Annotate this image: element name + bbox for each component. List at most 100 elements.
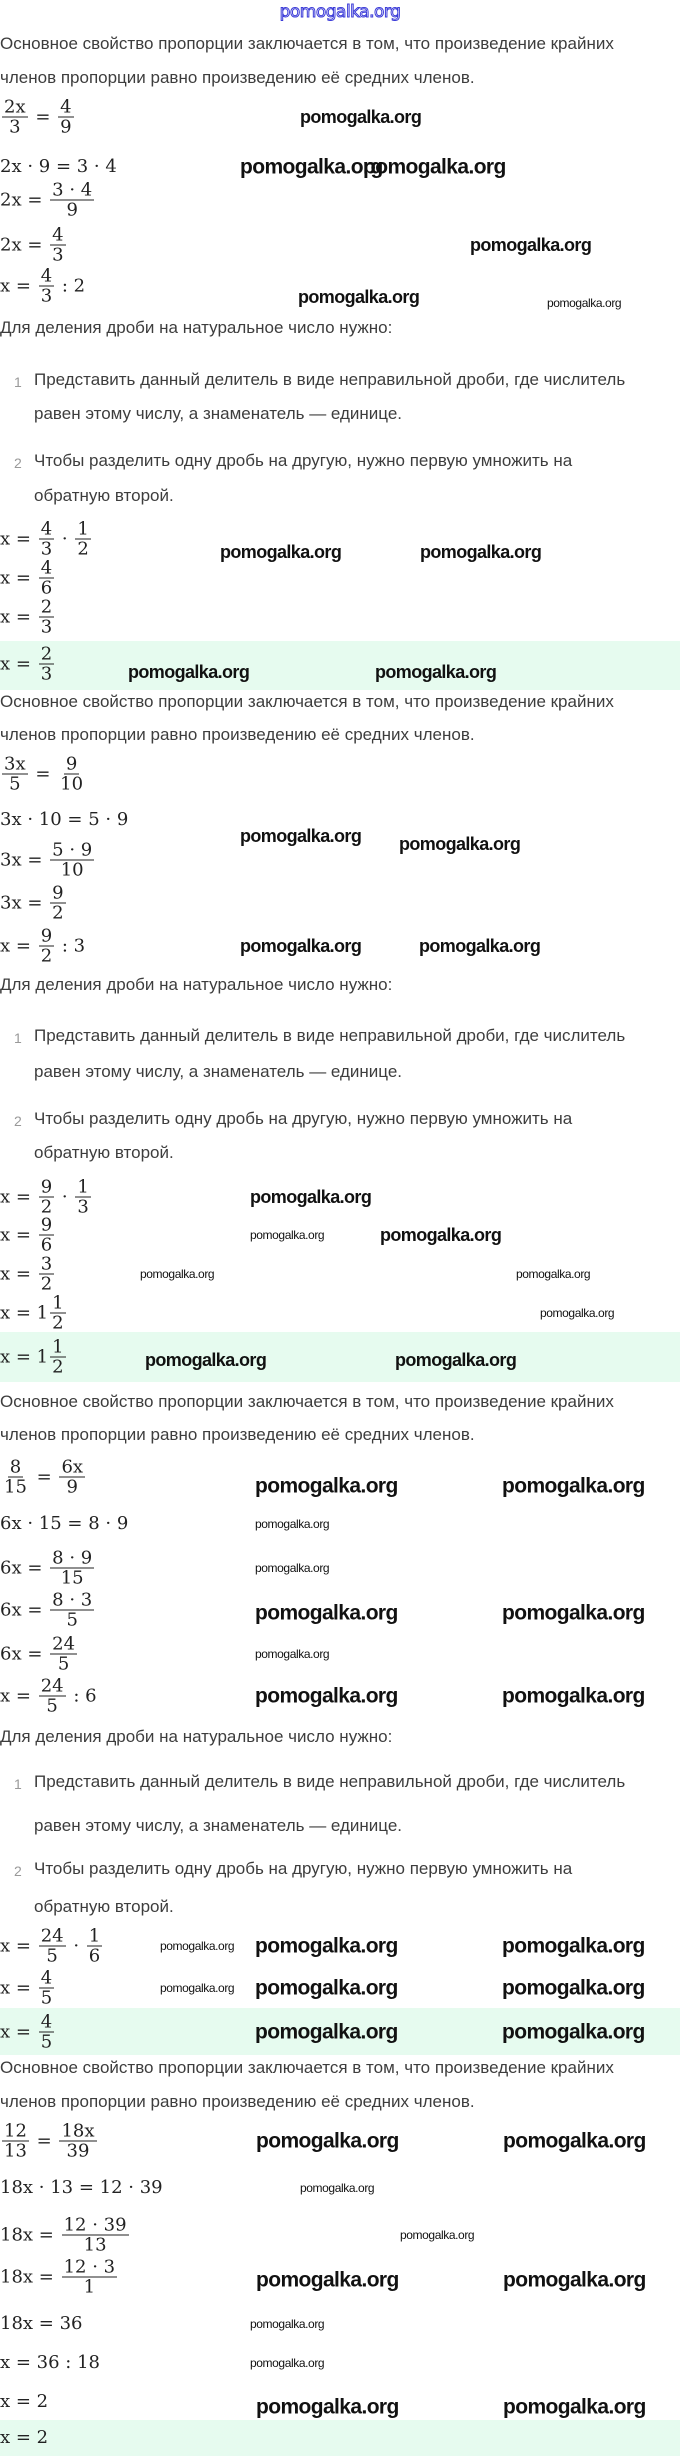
list-number: 2 [14,1113,22,1129]
watermark: pomogalka.org [255,2020,398,2044]
watermark: pomogalka.org [255,1684,398,1708]
list-item-text: обратную второй. [34,1143,174,1162]
watermark: pomogalka.org [395,1350,517,1370]
math-text: 6x = [0,1643,49,1664]
fraction: 8 · 9 15 [50,1549,95,1587]
denominator: 2 [52,1312,64,1334]
numerator: 9 [38,1214,55,1236]
denominator: 2 [52,1356,64,1378]
watermark: pomogalka.org [380,1225,502,1245]
paragraph-line: Основное свойство пропорции заключается … [0,692,614,711]
math-text: 2x · 9 = 3 · 4 [0,156,117,177]
denominator: 5 [9,773,21,795]
denominator: 5 [46,1945,58,1967]
math-equation: x = 24 5 : 6 [0,1677,97,1715]
numerator: 18x [59,2120,97,2142]
list-item-line: 2 Чтобы разделить одну дробь на другую, н… [14,451,573,471]
math-text: = [29,763,57,784]
watermark: pomogalka.org [140,1267,215,1281]
numerator: 24 [50,1633,78,1655]
list-item-line: обратную второй. [34,486,174,506]
fraction: 12 13 [2,2120,29,2162]
denominator: 3 [40,285,53,307]
denominator: 9 [66,199,78,221]
watermark: pomogalka.org [145,1350,267,1370]
denominator: 3 [52,244,64,266]
paragraph-line: Основное свойство пропорции заключается … [0,2058,614,2077]
fraction: 18x 39 [59,2120,97,2160]
denominator: 10 [60,859,84,881]
watermark: pomogalka.org [516,1267,591,1281]
list-item-text: Чтобы разделить одну дробь на другую, ну… [34,451,573,470]
paragraph-line: членов пропорции равно произведению её с… [0,68,475,87]
denominator: 10 [60,773,84,795]
numerator: 24 [38,1925,66,1947]
math-text: 3x · 10 = 5 · 9 [0,809,129,830]
watermark: pomogalka.org [420,542,542,562]
math-equation: 18x · 13 = 12 · 39 [0,2179,163,2197]
paragraph-line: Основное свойство пропорции заключается … [0,34,614,53]
numerator: 12 · 3 [61,2256,118,2278]
denominator: 13 [4,2140,27,2162]
watermark: pomogalka.org [298,287,420,307]
list-item-line: равен этому числу, а знаменатель — едини… [34,404,402,424]
list-item-text: Представить данный делитель в виде непра… [34,370,626,389]
math-text: · [56,528,74,549]
fraction: 24 5 [38,1925,66,1967]
list-item-text: Чтобы разделить одну дробь на другую, ну… [34,1109,573,1128]
denominator: 2 [40,1273,53,1295]
list-item-line: обратную второй. [34,1897,174,1917]
fraction: 3x 5 [2,755,28,795]
watermark: pomogalka.org [240,155,383,179]
math-text: 6x = [0,1599,49,1620]
fraction: 12 · 39 13 [61,2216,129,2254]
numerator: 9 [38,925,55,947]
denominator: 5 [66,1609,78,1631]
watermark: pomogalka.org [399,834,521,854]
math-equation: 3x = 5 · 9 10 [0,841,96,881]
watermark: pomogalka.org [470,235,592,255]
watermark: pomogalka.org [256,2268,399,2292]
numerator: 6x [59,1456,86,1478]
math-equation: 18x = 12 · 39 13 [0,2216,131,2254]
math-equation: 2x · 9 = 3 · 4 [0,158,117,176]
denominator: 2 [77,538,89,560]
math-text: x = [0,275,37,296]
numerator: 1 [75,1176,91,1198]
watermark: pomogalka.org [255,1561,330,1575]
math-text: x = 36 : 18 [0,2352,100,2373]
list-item-text: Представить данный делитель в виде непра… [34,1026,626,1045]
math-equation: 3x · 10 = 5 · 9 [0,811,128,829]
math-text: x = [0,606,37,627]
math-text: : 2 [56,275,86,296]
list-item-line: равен этому числу, а знаменатель — едини… [34,1816,402,1836]
math-equation: 6x = 8 · 9 15 [0,1549,96,1587]
numerator: 1 [86,1925,103,1947]
math-text: x = [0,567,37,588]
watermark: pomogalka.org [502,1684,645,1708]
math-text: x = [0,528,37,549]
watermark: pomogalka.org [502,2020,645,2044]
numerator: 12 [2,2120,29,2142]
denominator: 3 [40,616,53,638]
list-item-line: 1 Представить данный делитель в виде непр… [14,1026,626,1046]
